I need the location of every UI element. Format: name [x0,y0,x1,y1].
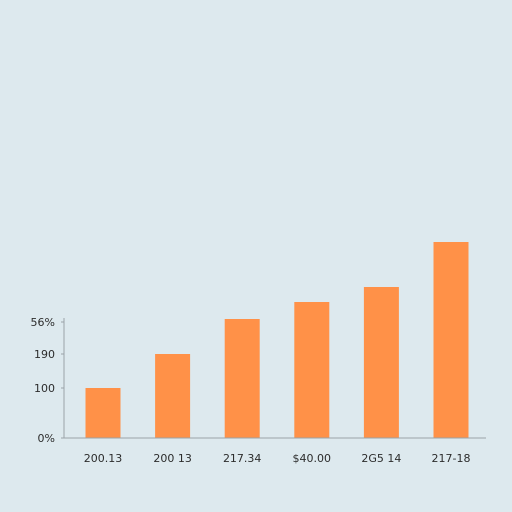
bar-4 [294,302,330,438]
bar-2 [155,354,191,438]
y-tick-label: 56% [31,316,55,329]
x-tick-label: 200 13 [153,452,192,465]
x-tick-label: $40.00 [293,452,332,465]
bar-6 [433,242,469,438]
x-tick-label: 217-18 [432,452,471,465]
x-tick-label: 217.34 [223,452,262,465]
bar-5 [363,287,399,438]
y-tick-label: 0% [38,432,55,445]
y-tick-labels: 0% 100 190 56% [31,316,64,445]
bar-1 [85,388,121,438]
bar-3 [224,319,260,438]
y-tick-label: 100 [34,382,55,395]
x-tick-labels: 200.13 200 13 217.34 $40.00 2G5 14 217-18 [84,452,471,465]
x-tick-label: 2G5 14 [361,452,401,465]
y-tick-label: 190 [34,348,55,361]
x-tick-label: 200.13 [84,452,123,465]
bars-group [85,242,469,438]
